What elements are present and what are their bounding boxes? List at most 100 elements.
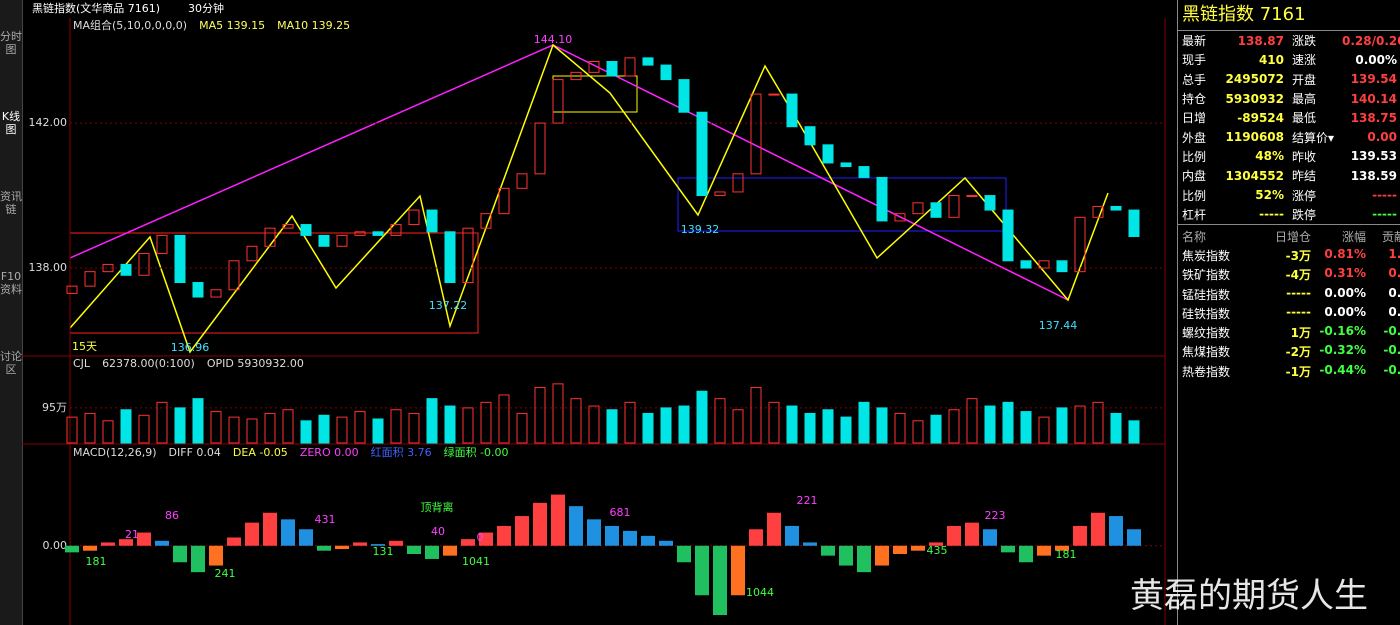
- volume-bar: [1020, 411, 1032, 444]
- table-cell: -4万: [1285, 268, 1311, 283]
- candle: [66, 285, 78, 294]
- macd-bar: [335, 545, 349, 550]
- macd-bar: [731, 545, 745, 596]
- y-tick-label: 142.00: [29, 116, 68, 129]
- volume-bar: [876, 407, 888, 444]
- field-value: 138.87: [1237, 33, 1284, 48]
- header-cell: 涨幅: [1341, 229, 1366, 244]
- code: 7161: [1259, 4, 1306, 25]
- macd-annotation: 435: [927, 544, 948, 557]
- candle: [444, 231, 456, 284]
- macd-bar: [893, 545, 907, 554]
- period[interactable]: 30分钟: [188, 1, 224, 15]
- volume-bar: [120, 409, 132, 444]
- macd-bar: [605, 525, 619, 546]
- macd-bar: [1019, 545, 1033, 563]
- macd-bar: [821, 545, 835, 556]
- macd-annotation: 181: [1056, 548, 1077, 561]
- field-value: 1190608: [1225, 130, 1284, 145]
- candle: [876, 176, 888, 222]
- volume-bar: [516, 412, 528, 444]
- box: [69, 232, 479, 334]
- volume-bar: [588, 405, 600, 444]
- field-value: 2495072: [1225, 72, 1284, 87]
- volume-bar: [858, 401, 870, 444]
- volume-bar: [1038, 416, 1050, 444]
- macd-bar: [767, 512, 781, 546]
- field-label: 最高: [1292, 92, 1317, 107]
- field-label: 涨停: [1292, 188, 1317, 203]
- volume-bar: [138, 414, 150, 444]
- toolbar-title[interactable]: 黑链指数(文华商品 7161): [32, 1, 160, 15]
- indicator-label: MA5 139.15: [199, 19, 265, 32]
- volume-bar: [894, 412, 906, 444]
- table-cell: -0.62: [1383, 362, 1400, 377]
- indicator-label: ZERO 0.00: [300, 446, 359, 459]
- table-cell: 1.62: [1388, 246, 1400, 261]
- candle: [894, 213, 906, 222]
- volume-bar: [1128, 420, 1140, 444]
- candle: [1038, 260, 1050, 269]
- candle: [498, 187, 510, 215]
- macd-annotation: 86: [165, 509, 179, 522]
- macd-bar: [677, 545, 691, 563]
- volume-bar: [480, 401, 492, 444]
- volume-bar: [246, 418, 258, 444]
- field-value: -----: [1372, 207, 1397, 222]
- macd-bar: [263, 512, 277, 546]
- candle: [750, 93, 762, 175]
- table-cell: -2万: [1285, 345, 1311, 360]
- price-annotation: 137.44: [1039, 319, 1078, 332]
- wave-line: [69, 43, 1109, 354]
- box: [677, 177, 1007, 232]
- candle: [1056, 260, 1068, 273]
- macd-bar: [245, 522, 259, 546]
- macd-bar: [1073, 525, 1087, 546]
- volume-bar: [570, 398, 582, 444]
- field-label: 昨结: [1292, 169, 1317, 184]
- macd-annotation: 131: [373, 545, 394, 558]
- indicator-label: 绿面积 -0.00: [444, 445, 509, 459]
- volume-bar: [1002, 401, 1014, 444]
- macd-bar: [209, 545, 223, 566]
- quote-rows: 最新 138.87 涨跌 0.28/0.20% 现手 410 速涨 0.00% 总手 249507…: [1178, 31, 1400, 225]
- side-tab: 资讯链: [0, 190, 22, 216]
- volume-bar: [534, 387, 546, 444]
- macd-bar: [83, 545, 97, 551]
- candle: [228, 260, 240, 291]
- macd-bar: [839, 545, 853, 566]
- indicator-label: CJL: [73, 357, 91, 370]
- candle: [588, 60, 600, 73]
- candle: [1128, 209, 1140, 238]
- field-label: 涨跌: [1292, 34, 1317, 49]
- candle: [120, 263, 132, 276]
- side-tab: 分时图: [0, 30, 22, 56]
- macd-bar: [641, 535, 655, 546]
- price-annotation: 144.10: [534, 33, 573, 46]
- table-cell: -0.32%: [1319, 343, 1366, 358]
- volume-bar: [192, 398, 204, 444]
- macd-bar: [713, 545, 727, 616]
- field-label: 杠杆: [1182, 207, 1207, 222]
- macd-bar: [587, 519, 601, 546]
- quote-row: 比例 48% 昨收 139.53: [1178, 147, 1400, 166]
- macd-annotation: 顶背离: [421, 500, 454, 514]
- macd-annotation: 1041: [462, 555, 490, 568]
- candle: [912, 202, 924, 215]
- macd-bar: [317, 545, 331, 551]
- indicator-label: MA10 139.25: [277, 19, 350, 32]
- volume-bar: [552, 383, 564, 444]
- volume-bar: [840, 416, 852, 444]
- y-tick-label: 95万: [42, 401, 67, 414]
- indicator-label: DEA -0.05: [233, 446, 288, 459]
- indicator-label: DIFF 0.04: [169, 446, 221, 459]
- price-annotation: 139.32: [681, 223, 720, 236]
- candle: [1020, 260, 1032, 269]
- candle: [462, 227, 474, 284]
- macd-bar: [407, 545, 421, 554]
- quote-row: 日增 -89524 最低 138.75: [1178, 108, 1400, 127]
- candle: [192, 282, 204, 298]
- volume-bar: [678, 405, 690, 444]
- table-cell: -----: [1286, 285, 1311, 300]
- volume-bar: [804, 412, 816, 444]
